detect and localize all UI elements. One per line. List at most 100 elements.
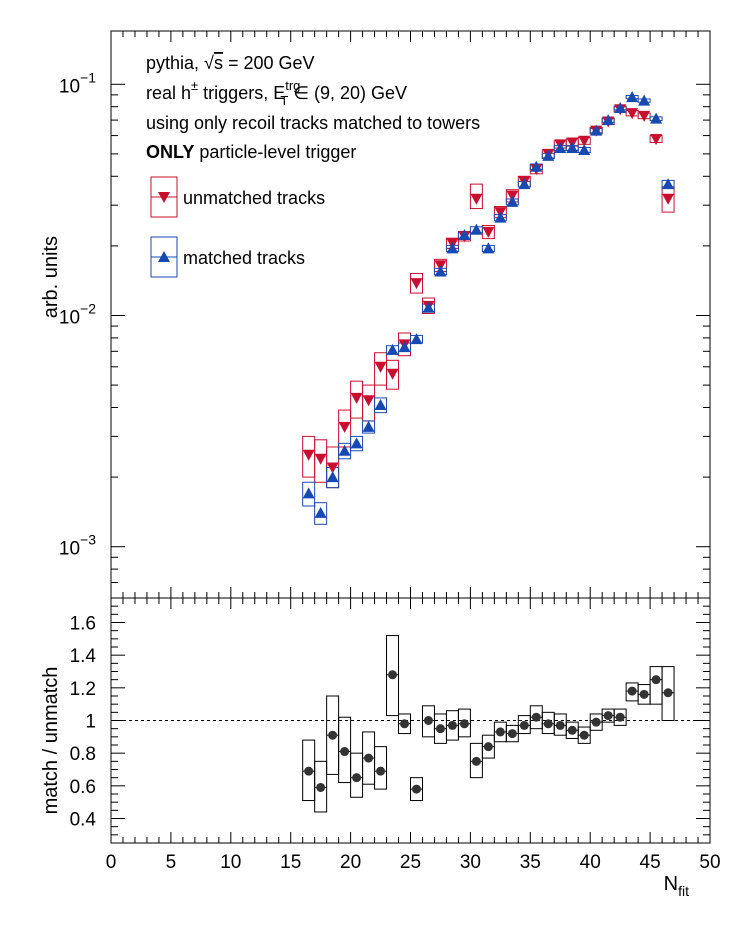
point-matched bbox=[614, 101, 627, 113]
box-matched bbox=[350, 435, 364, 452]
point-ratio bbox=[352, 773, 362, 783]
point-unmatched bbox=[578, 135, 591, 147]
point-matched bbox=[506, 195, 519, 207]
point-ratio bbox=[567, 725, 577, 735]
point-ratio bbox=[627, 686, 637, 696]
point-matched bbox=[566, 142, 579, 154]
y-axis-label-bottom: match / unmatch bbox=[40, 667, 62, 815]
point-ratio bbox=[495, 727, 505, 737]
point-ratio bbox=[639, 689, 649, 699]
point-matched bbox=[410, 333, 423, 345]
point-unmatched bbox=[386, 368, 399, 380]
point-unmatched bbox=[314, 453, 327, 465]
point-matched bbox=[542, 149, 555, 161]
point-matched bbox=[374, 399, 387, 411]
y-tick-label: 10−1 bbox=[59, 69, 96, 97]
point-unmatched bbox=[410, 278, 423, 290]
legend-label: unmatched tracks bbox=[183, 188, 325, 208]
point-matched bbox=[602, 114, 615, 126]
bottom-panel: 0 5 10 15 20 25 30 35 40 45 50 Nfit 0.4 0.6 0.8 1 1.2 1.4… bbox=[40, 597, 721, 899]
point-matched bbox=[578, 143, 591, 155]
x-tick-label: 40 bbox=[580, 852, 601, 873]
point-unmatched bbox=[326, 462, 339, 474]
point-ratio bbox=[663, 688, 673, 698]
y-tick-label: 1.6 bbox=[70, 614, 96, 635]
y-tick-label: 0.4 bbox=[70, 810, 97, 831]
point-ratio bbox=[400, 719, 410, 729]
point-ratio bbox=[519, 720, 529, 730]
point-matched bbox=[554, 142, 567, 154]
point-ratio bbox=[364, 753, 374, 763]
x-tick-label: 15 bbox=[280, 852, 301, 873]
point-matched bbox=[470, 223, 483, 235]
box-ratio bbox=[314, 760, 328, 813]
point-ratio bbox=[316, 782, 326, 792]
y-tick-label: 10−2 bbox=[59, 300, 96, 328]
point-ratio bbox=[507, 729, 517, 739]
y-tick-label: 1.4 bbox=[70, 646, 97, 667]
x-tick-label: 30 bbox=[460, 852, 481, 873]
point-matched bbox=[458, 228, 471, 240]
y-tick-label: 1.2 bbox=[70, 679, 96, 700]
x-tick-label: 0 bbox=[106, 852, 117, 873]
annotation-line: ONLY particle-level trigger bbox=[146, 142, 356, 162]
x-tick-label: 50 bbox=[699, 852, 720, 873]
box-ratio bbox=[338, 716, 352, 784]
point-unmatched bbox=[374, 361, 387, 373]
point-matched bbox=[326, 471, 339, 483]
point-matched bbox=[386, 343, 399, 355]
x-tick-label: 45 bbox=[640, 852, 661, 873]
point-unmatched bbox=[638, 110, 651, 122]
point-matched bbox=[434, 265, 447, 277]
box-matched bbox=[314, 502, 328, 525]
point-ratio bbox=[447, 720, 457, 730]
box-ratio bbox=[374, 746, 388, 790]
y-tick-label: 0.8 bbox=[70, 744, 96, 765]
point-matched bbox=[518, 178, 531, 190]
point-unmatched bbox=[338, 421, 351, 433]
point-ratio bbox=[651, 675, 661, 685]
point-matched bbox=[398, 341, 411, 353]
box-unmatched bbox=[469, 183, 483, 210]
point-ratio bbox=[483, 742, 493, 752]
point-ratio bbox=[615, 712, 625, 722]
annotation-line: pythia, √s = 200 GeV bbox=[146, 53, 315, 73]
point-unmatched bbox=[470, 193, 483, 205]
box-matched bbox=[374, 397, 388, 414]
top-panel: 10−3 10−2 10−1 arb. units pythia, √s = 200 G… bbox=[40, 30, 711, 599]
point-ratio bbox=[531, 712, 541, 722]
point-ratio bbox=[340, 747, 350, 757]
point-unmatched bbox=[626, 108, 639, 120]
box-ratio bbox=[386, 635, 400, 717]
annotation-line: real h± triggers, Etrg T ∈ (9, 20) GeV bbox=[146, 78, 407, 108]
point-matched bbox=[350, 437, 363, 449]
point-matched bbox=[590, 124, 603, 136]
point-unmatched bbox=[662, 193, 675, 205]
x-tick-label: 10 bbox=[220, 852, 241, 873]
x-tick-label: 5 bbox=[166, 852, 177, 873]
point-ratio bbox=[328, 730, 338, 740]
point-unmatched bbox=[650, 133, 663, 145]
point-ratio bbox=[471, 756, 481, 766]
x-tick-label: 20 bbox=[340, 852, 361, 873]
point-unmatched bbox=[362, 395, 375, 407]
box-matched bbox=[302, 481, 316, 507]
point-matched bbox=[626, 91, 639, 103]
point-ratio bbox=[376, 766, 386, 776]
box-ratio bbox=[661, 666, 675, 721]
point-ratio bbox=[304, 766, 314, 776]
point-ratio bbox=[543, 719, 553, 729]
point-ratio bbox=[423, 716, 433, 725]
point-ratio bbox=[603, 711, 613, 721]
point-matched bbox=[638, 94, 651, 106]
point-matched bbox=[362, 420, 375, 432]
point-ratio bbox=[435, 724, 445, 734]
y-tick-label: 1 bbox=[85, 712, 96, 733]
point-unmatched bbox=[302, 449, 315, 461]
box-ratio bbox=[457, 708, 471, 738]
point-matched bbox=[158, 251, 170, 262]
point-matched bbox=[446, 242, 459, 254]
